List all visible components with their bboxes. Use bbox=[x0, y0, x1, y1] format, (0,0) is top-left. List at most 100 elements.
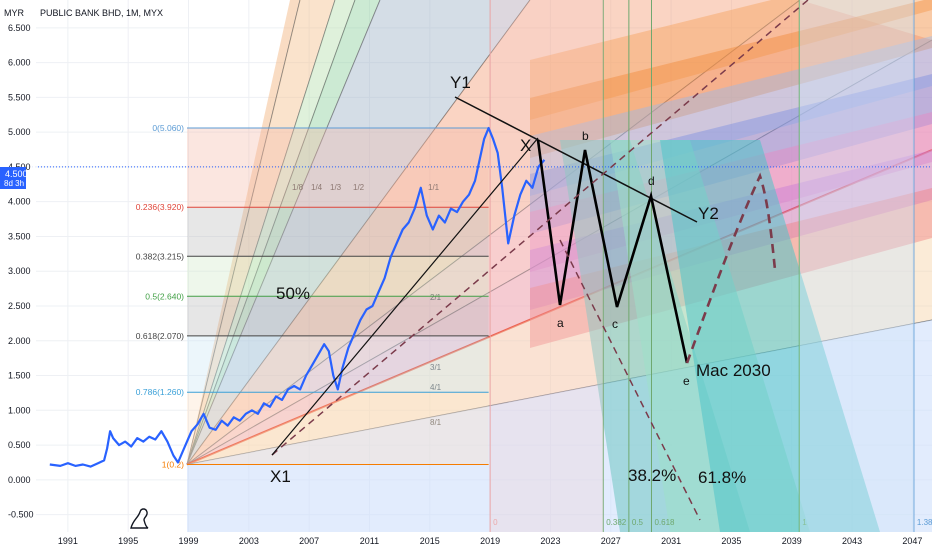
y-tick-label: 0.500 bbox=[8, 440, 31, 450]
wave-label-c: c bbox=[612, 317, 618, 331]
x-tick-label: 2003 bbox=[239, 536, 259, 546]
chart-title: PUBLIC BANK BHD, 1M, MYX bbox=[40, 8, 163, 18]
time-zone-label: 1.382 bbox=[917, 518, 932, 527]
fib-zone bbox=[187, 127, 489, 208]
fib-level-label: 0.382(3.215) bbox=[136, 251, 184, 261]
fan-line bbox=[186, 39, 932, 465]
y-tick-label: 6.000 bbox=[8, 58, 31, 68]
wave-label-y2: Y2 bbox=[698, 204, 719, 223]
trendline-x1-x bbox=[271, 137, 539, 456]
y-tick-label: 5.000 bbox=[8, 127, 31, 137]
y-tick-label: 2.500 bbox=[8, 301, 31, 311]
y-tick-label: 3.000 bbox=[8, 266, 31, 276]
wave-label-d: d bbox=[648, 174, 655, 188]
y-tick-label: -0.500 bbox=[8, 510, 34, 520]
time-zone-label: 0.382 bbox=[606, 518, 627, 527]
y-tick-label: 3.500 bbox=[8, 231, 31, 241]
fan-line bbox=[186, 0, 336, 465]
fan-ratio-label: 1/2 bbox=[353, 183, 365, 192]
wave-label-a: a bbox=[557, 316, 564, 330]
fan-ratio-label: 4/1 bbox=[430, 383, 442, 392]
annotation-mac-2030: Mac 2030 bbox=[696, 361, 771, 380]
projection-path bbox=[685, 172, 777, 364]
x-tick-label: 2027 bbox=[601, 536, 621, 546]
annotation-retr-382: 38.2% bbox=[628, 466, 676, 485]
currency-label: MYR bbox=[4, 8, 25, 18]
time-zone-fill bbox=[490, 0, 604, 532]
x-tick-label: 2015 bbox=[420, 536, 440, 546]
abcde-wave bbox=[536, 139, 689, 364]
retracement-band bbox=[660, 140, 880, 532]
fan-line bbox=[186, 0, 301, 465]
fib-level-label: 1(0.2) bbox=[162, 460, 184, 470]
time-zone-label: 1 bbox=[802, 518, 807, 527]
channel-band bbox=[530, 0, 932, 158]
price-badge-value: 4.500 bbox=[5, 169, 28, 179]
channel-band bbox=[530, 0, 932, 120]
fan-ratio-label: 1/1 bbox=[428, 183, 440, 192]
fib-zone bbox=[187, 335, 489, 393]
y-tick-label: 4.500 bbox=[8, 162, 31, 172]
price-badge-countdown: 8d 3h bbox=[4, 179, 24, 188]
x-tick-label: 1991 bbox=[58, 536, 78, 546]
x-tick-label: 2043 bbox=[842, 536, 862, 546]
fan-ratio-label: 1/3 bbox=[330, 183, 342, 192]
y-tick-label: 2.000 bbox=[8, 336, 31, 346]
y-tick-label: 1.500 bbox=[8, 371, 31, 381]
time-zone-label: 0 bbox=[493, 518, 498, 527]
fib-retracement: 0(5.060) 0.236(3.920) 0.382(3.215) 0.5(2.64… bbox=[136, 123, 489, 470]
time-zone-fill bbox=[799, 0, 914, 532]
y-tick-label: 1.000 bbox=[8, 405, 31, 415]
x-tick-label: 2047 bbox=[902, 536, 922, 546]
x-tick-label: 2023 bbox=[540, 536, 560, 546]
wave-label-x1: X1 bbox=[270, 467, 291, 486]
time-zone-label: 0.5 bbox=[632, 518, 644, 527]
fan-ratio-label: 1/8 bbox=[292, 183, 304, 192]
fan-band bbox=[187, 0, 932, 465]
fan-ratio-label: 1/4 bbox=[311, 183, 323, 192]
x-tick-label: 2031 bbox=[661, 536, 681, 546]
wave-label-y1: Y1 bbox=[450, 73, 471, 92]
y-tick-label: 5.500 bbox=[8, 92, 31, 102]
wave-label-x: X bbox=[520, 136, 531, 155]
trendline-y1-y2 bbox=[454, 96, 698, 223]
fan-ratio-label: 3/1 bbox=[430, 363, 442, 372]
fan-line bbox=[186, 0, 801, 465]
fib-time-zones: 0 0.382 0.5 0.618 1 1.382 bbox=[489, 0, 932, 532]
fan-line bbox=[186, 0, 531, 465]
price-series bbox=[26, 126, 932, 468]
fib-level-label: 0.5(2.640) bbox=[145, 291, 184, 301]
fib-zone bbox=[187, 207, 489, 257]
price-badge bbox=[0, 167, 26, 189]
wave-label-b: b bbox=[582, 129, 589, 143]
fib-level-label: 0.618(2.070) bbox=[136, 331, 184, 341]
x-tick-label: 2011 bbox=[360, 536, 379, 546]
fan-ratio-label: 8/1 bbox=[430, 418, 442, 427]
x-axis-panel bbox=[0, 532, 932, 550]
x-tick-label: 2035 bbox=[721, 536, 741, 546]
y-tick-label: 6.500 bbox=[8, 23, 31, 33]
x-tick-label: 1999 bbox=[178, 536, 198, 546]
projection-dashed-line bbox=[559, 239, 701, 521]
tradingview-dino-icon bbox=[130, 508, 149, 529]
fib-level-label: 0.236(3.920) bbox=[136, 202, 184, 212]
y-tick-label: 4.000 bbox=[8, 197, 31, 207]
annotation-fifty-pct: 50% bbox=[276, 284, 310, 303]
gann-fan-layers: 1/8 1/4 1/3 1/2 1/1 2/1 3/1 4/1 8/1 bbox=[186, 0, 932, 532]
fib-zone bbox=[187, 392, 489, 465]
wave-label-e: e bbox=[683, 374, 690, 388]
fib-level-label: 0.786(1.260) bbox=[136, 387, 184, 397]
y-tick-label: 0.000 bbox=[8, 475, 31, 485]
price-line bbox=[49, 126, 546, 468]
x-tick-label: 1995 bbox=[118, 536, 138, 546]
x-tick-label: 2019 bbox=[480, 536, 500, 546]
median-dashed-line bbox=[271, 0, 809, 456]
fib-zone bbox=[187, 296, 489, 336]
y-axis-panel bbox=[0, 0, 36, 532]
x-tick-label: 2007 bbox=[299, 536, 319, 546]
fan-line bbox=[186, 149, 932, 466]
x-tick-label: 2039 bbox=[782, 536, 802, 546]
